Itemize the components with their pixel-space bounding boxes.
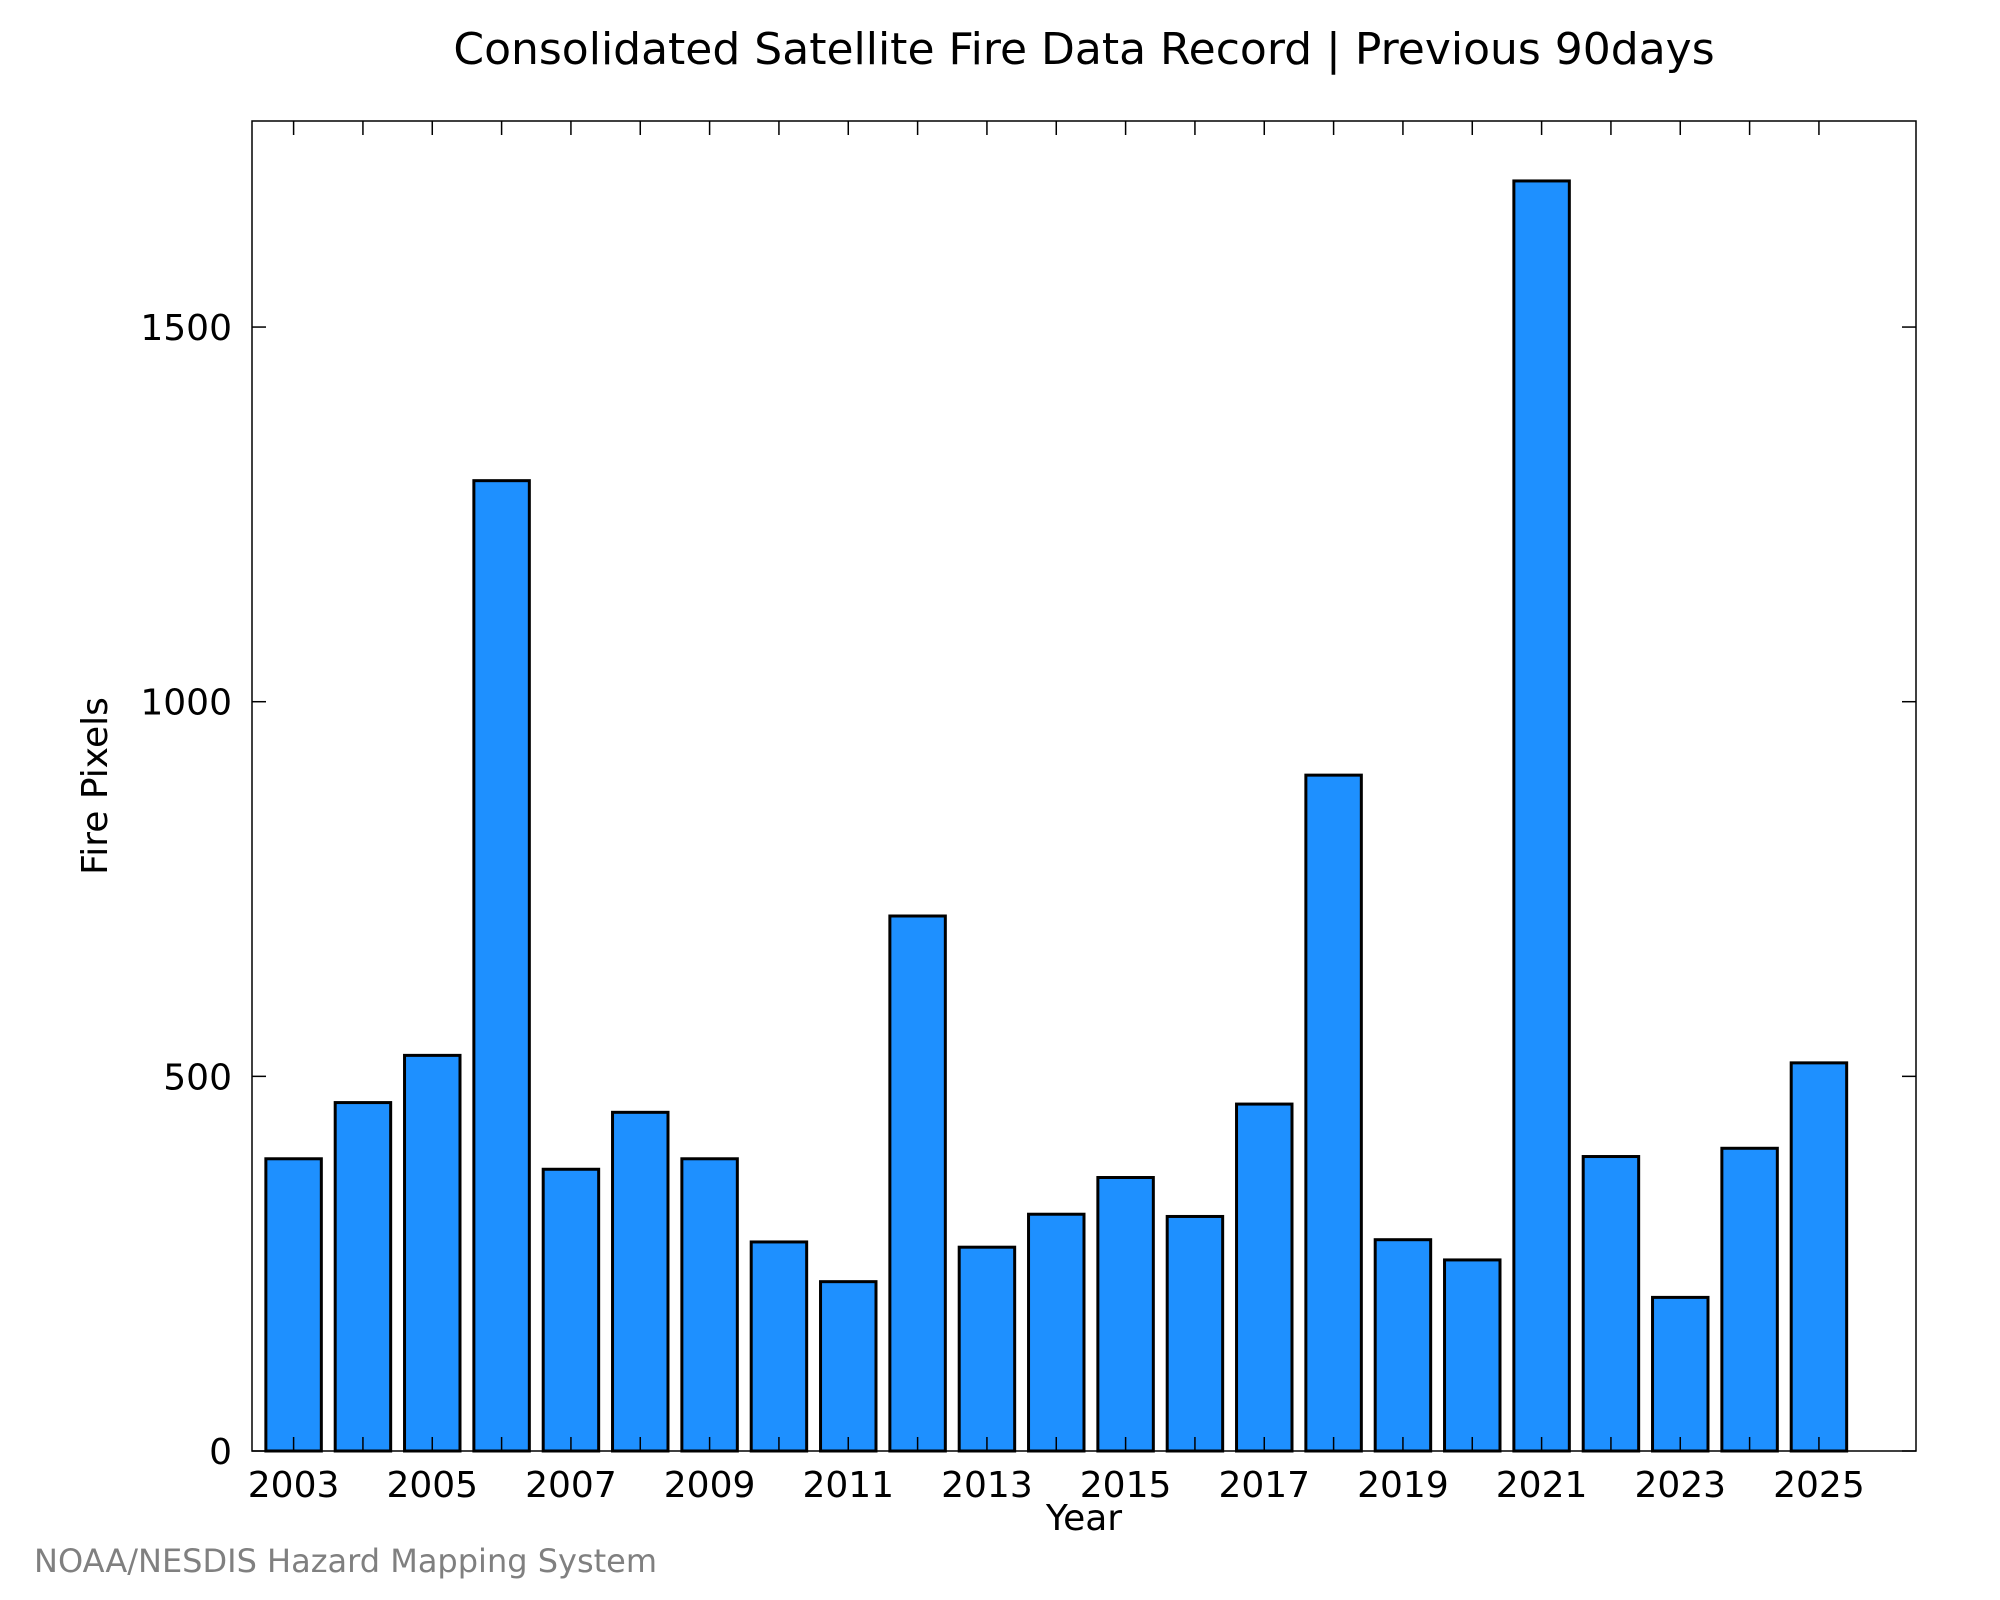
x-axis-label: Year xyxy=(1045,1498,1122,1539)
y-tick-label-1000: 1000 xyxy=(140,683,232,724)
bar-2017 xyxy=(1235,1102,1294,1453)
bar-2010 xyxy=(749,1240,809,1453)
bar-2020 xyxy=(1443,1258,1502,1453)
chart-title: Consolidated Satellite Fire Data Record … xyxy=(453,24,1714,75)
bar-2009 xyxy=(680,1157,739,1453)
x-tick-label-2003: 2003 xyxy=(248,1465,340,1506)
bar-2015 xyxy=(1096,1176,1155,1453)
x-tick-label-2017: 2017 xyxy=(1218,1465,1310,1506)
bar-2006 xyxy=(472,479,531,1453)
bar-2012 xyxy=(888,914,947,1453)
bar-2008 xyxy=(611,1110,670,1453)
bar-2025 xyxy=(1789,1061,1849,1453)
plot-area-frame xyxy=(251,120,1917,1452)
x-tick-label-2011: 2011 xyxy=(802,1465,894,1506)
bar-2024 xyxy=(1720,1146,1779,1453)
bar-2018 xyxy=(1304,773,1363,1453)
credit-text: NOAA/NESDIS Hazard Mapping System xyxy=(34,1542,657,1580)
bar-2014 xyxy=(1027,1212,1086,1453)
x-tick-label-2007: 2007 xyxy=(525,1465,617,1506)
x-tick-label-2023: 2023 xyxy=(1634,1465,1726,1506)
x-tick-label-2009: 2009 xyxy=(664,1465,756,1506)
x-tick-label-2013: 2013 xyxy=(941,1465,1033,1506)
x-tick-label-2025: 2025 xyxy=(1773,1465,1865,1506)
y-axis-label: Fire Pixels xyxy=(75,697,116,875)
ticks-layer: 2003 2005 2007 2009 2011 2013 2015 2017 2019 2021… xyxy=(140,121,1916,1506)
y-tick-label-0: 0 xyxy=(209,1432,232,1473)
bar-2023 xyxy=(1651,1295,1710,1453)
bar-2003 xyxy=(264,1157,323,1453)
bar-2013 xyxy=(957,1245,1017,1453)
bar-2005 xyxy=(403,1053,462,1453)
bars-layer xyxy=(264,179,1849,1453)
bar-2011 xyxy=(819,1280,878,1453)
bar-2004 xyxy=(333,1101,393,1453)
x-tick-label-2019: 2019 xyxy=(1357,1465,1449,1506)
bar-2022 xyxy=(1581,1155,1641,1453)
bar-2019 xyxy=(1373,1238,1433,1453)
bar-2021 xyxy=(1512,179,1571,1453)
y-tick-label-1500: 1500 xyxy=(140,308,232,349)
bar-2007 xyxy=(541,1167,601,1453)
x-tick-label-2021: 2021 xyxy=(1496,1465,1588,1506)
bar-2016 xyxy=(1165,1214,1225,1453)
x-tick-label-2015: 2015 xyxy=(1080,1465,1172,1506)
y-tick-label-500: 500 xyxy=(163,1057,232,1098)
x-tick-label-2005: 2005 xyxy=(386,1465,478,1506)
